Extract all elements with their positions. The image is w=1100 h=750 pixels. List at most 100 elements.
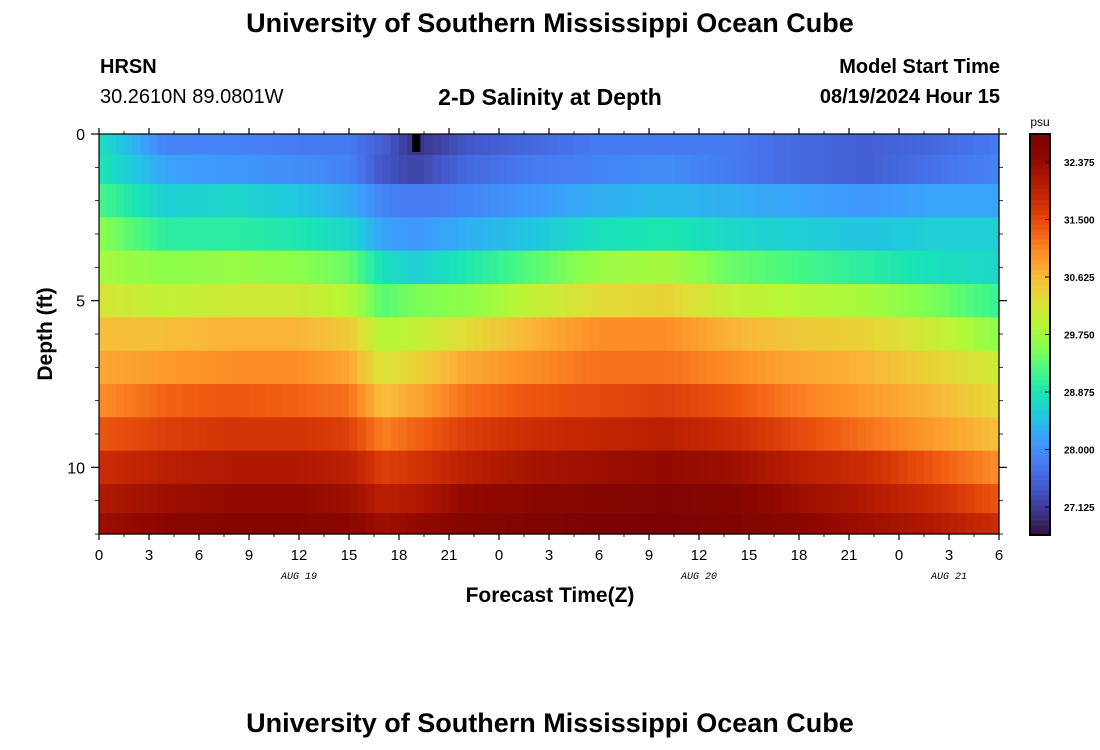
heatmap-cell [907, 250, 917, 285]
heatmap-cell [640, 384, 650, 418]
heatmap-cell [274, 417, 283, 452]
colorbar-tick-label: 28.875 [1064, 388, 1095, 399]
heatmap-cell [740, 384, 750, 418]
heatmap-cell [649, 184, 658, 218]
heatmap-cell [224, 350, 233, 385]
heatmap-cell [665, 417, 675, 452]
colorbar-segment [1030, 509, 1050, 516]
heatmap-cell [915, 250, 925, 285]
heatmap-cell [599, 154, 608, 185]
heatmap-cell [982, 450, 992, 485]
heatmap-cell [657, 513, 667, 535]
heatmap-cell [824, 384, 833, 418]
heatmap-cell [765, 184, 775, 218]
heatmap-cell [482, 513, 492, 535]
heatmap-cell [640, 350, 650, 385]
heatmap-cell [299, 184, 308, 218]
heatmap-cell [582, 417, 592, 452]
colorbar-segment [1030, 469, 1050, 476]
heatmap-cell [482, 154, 492, 185]
colorbar-segment [1030, 379, 1050, 386]
heatmap-cell [949, 250, 958, 285]
heatmap-cell [274, 484, 283, 514]
heatmap-cell [982, 484, 992, 514]
heatmap-cell [740, 217, 750, 252]
heatmap-cell [849, 154, 858, 185]
heatmap-cell [424, 450, 433, 485]
heatmap-cell [574, 317, 583, 352]
heatmap-cell [99, 450, 108, 485]
heatmap-cell [524, 513, 533, 535]
colorbar-segment [1030, 164, 1050, 170]
heatmap-cell [340, 217, 350, 252]
heatmap-cell [499, 317, 508, 352]
heatmap-cell [299, 384, 308, 418]
heatmap-cell [849, 350, 858, 385]
heatmap-cell [732, 284, 742, 318]
heatmap-cell [732, 384, 742, 418]
heatmap-cell [374, 384, 383, 418]
heatmap-cell [982, 284, 992, 318]
heatmap-cell [407, 217, 417, 252]
heatmap-cell [324, 134, 333, 156]
heatmap-cell [815, 450, 825, 485]
heatmap-cell [240, 350, 250, 385]
heatmap-cell [907, 184, 917, 218]
heatmap-cell [882, 250, 892, 285]
heatmap-cell [432, 350, 442, 385]
heatmap-cell [707, 154, 717, 185]
heatmap-cell [307, 484, 317, 514]
heatmap-cell [907, 317, 917, 352]
heatmap-cell [599, 134, 608, 156]
heatmap-cell [124, 154, 133, 185]
heatmap-cell [215, 217, 225, 252]
heatmap-cell [207, 154, 217, 185]
heatmap-cell [782, 450, 792, 485]
heatmap-cell [799, 284, 808, 318]
heatmap-cell [599, 484, 608, 514]
heatmap-cell [657, 384, 667, 418]
heatmap-cell [574, 350, 583, 385]
x-tick-label: 15 [341, 547, 358, 564]
heatmap-cell [749, 284, 758, 318]
heatmap-cell [449, 217, 458, 252]
heatmap-cell [957, 484, 967, 514]
heatmap-cell [799, 154, 808, 185]
heatmap-cell [657, 134, 667, 156]
heatmap-cell [182, 513, 192, 535]
heatmap-cell [365, 250, 375, 285]
heatmap-cell [990, 250, 1000, 285]
heatmap-cell [590, 450, 600, 485]
heatmap-cell [174, 417, 183, 452]
colorbar-segment [1030, 454, 1050, 461]
heatmap-cell [924, 484, 933, 514]
heatmap-cell [890, 284, 900, 318]
heatmap-cell [624, 450, 633, 485]
heatmap-cell [407, 134, 417, 156]
heatmap-cell [440, 134, 450, 156]
heatmap-cell [565, 317, 575, 352]
heatmap-cell [140, 350, 150, 385]
heatmap-cell [599, 184, 608, 218]
heatmap-cell [549, 184, 558, 218]
heatmap-cell [565, 384, 575, 418]
heatmap-cell [532, 250, 542, 285]
heatmap-cell [690, 284, 700, 318]
heatmap-cell [749, 384, 758, 418]
heatmap-cell [682, 384, 692, 418]
heatmap-cell [957, 513, 967, 535]
heatmap-cell [532, 134, 542, 156]
heatmap-cell [457, 450, 467, 485]
heatmap-cell [124, 184, 133, 218]
heatmap-cell [457, 484, 467, 514]
heatmap-cell [857, 417, 867, 452]
colorbar-segment [1030, 519, 1050, 526]
heatmap-cell [440, 450, 450, 485]
heatmap-cell [699, 184, 708, 218]
heatmap-cell [874, 154, 883, 185]
heatmap-cell [924, 250, 933, 285]
heatmap-cell [907, 450, 917, 485]
heatmap-cell [899, 184, 908, 218]
heatmap-cell [632, 217, 642, 252]
heatmap-cell [932, 217, 942, 252]
